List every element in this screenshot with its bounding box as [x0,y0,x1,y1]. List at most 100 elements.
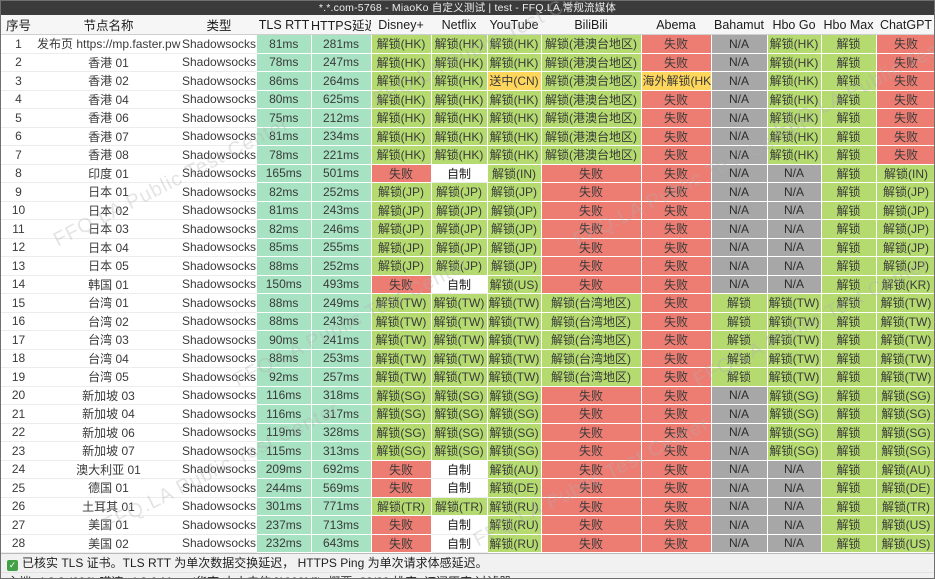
cell-abema: 失败 [641,182,712,202]
cell-abema: 失败 [641,219,712,239]
cell-hbo-max: 解锁 [821,515,877,535]
cell-type: Shadowsocks [181,275,257,294]
cell-tls-rtt: 78ms [257,145,312,165]
cell-bilibili: 失败 [541,182,642,202]
cell-netflix: 解锁(HK) [431,34,488,54]
cell-disney: 解锁(TW) [371,312,432,331]
cell-hbo-go: N/A [767,164,822,183]
cell-hbo-go: N/A [767,275,822,294]
cell-chatgpt: 失败 [876,53,934,72]
cell-type: Shadowsocks [181,34,257,54]
cell-no: 8 [1,164,36,183]
cell-tls-rtt: 165ms [257,164,312,183]
cell-youtube: 解锁(SG) [487,404,542,424]
cell-netflix: 解锁(TW) [431,293,488,313]
cell-abema: 失败 [641,127,712,146]
cell-tls-rtt: 78ms [257,53,312,72]
cell-chatgpt: 失败 [876,145,934,165]
cell-disney: 失败 [371,164,432,183]
cell-no: 19 [1,367,36,387]
col-header-abema: Abema [641,15,711,35]
cell-bilibili: 失败 [541,164,642,183]
cell-type: Shadowsocks [181,534,257,553]
col-header-netflix: Netflix [431,15,487,35]
footer-backend-info: 主端=4.3.3 (696) 喵速=4.3.6-Meta (华南-中山电信 [1… [1,572,934,578]
cell-bilibili: 解锁(港澳台地区) [541,108,642,128]
cell-hbo-max: 解锁 [821,460,877,479]
cell-no: 25 [1,478,36,498]
cell-hbo-max: 解锁 [821,182,877,202]
cell-netflix: 解锁(TW) [431,312,488,331]
cell-bahamut: N/A [711,53,768,72]
cell-hbo-go: 解锁(SG) [767,423,822,442]
cell-bilibili: 解锁(台湾地区) [541,312,642,331]
cell-https-ping: 255ms [311,238,372,257]
cell-netflix: 自制 [431,478,488,498]
cell-disney: 失败 [371,275,432,294]
col-header-name: 节点名称 [36,15,181,35]
col-header-type: 类型 [181,15,257,35]
cell-name: 日本 01 [36,182,181,202]
cell-https-ping: 313ms [311,441,372,461]
cell-abema: 失败 [641,238,712,257]
cell-name: 香港 01 [36,53,181,72]
cell-youtube: 解锁(JP) [487,256,542,276]
cell-type: Shadowsocks [181,182,257,202]
cell-netflix: 解锁(HK) [431,90,488,109]
cell-disney: 解锁(JP) [371,238,432,257]
cell-bahamut: N/A [711,275,768,294]
cell-chatgpt: 解锁(US) [876,515,934,535]
cell-no: 21 [1,404,36,424]
cell-youtube: 解锁(TW) [487,349,542,368]
cell-type: Shadowsocks [181,201,257,220]
cell-name: 台湾 02 [36,312,181,331]
cell-type: Shadowsocks [181,404,257,424]
cell-disney: 解锁(SG) [371,404,432,424]
cell-no: 12 [1,238,36,257]
cell-tls-rtt: 80ms [257,90,312,109]
cell-type: Shadowsocks [181,238,257,257]
cell-abema: 海外解锁(HK) [641,71,712,91]
cell-type: Shadowsocks [181,90,257,109]
cell-abema: 失败 [641,108,712,128]
cell-no: 14 [1,275,36,294]
cell-chatgpt: 解锁(TR) [876,497,934,516]
table-row: 23 新加坡 07 Shadowsocks 115ms 313ms 解锁(SG) 解锁(SG… [1,441,934,461]
cell-bilibili: 解锁(台湾地区) [541,349,642,368]
cell-hbo-max: 解锁 [821,441,877,461]
cell-hbo-max: 解锁 [821,90,877,109]
cell-hbo-go: N/A [767,460,822,479]
cell-bilibili: 失败 [541,497,642,516]
cell-hbo-go: N/A [767,534,822,553]
cell-type: Shadowsocks [181,164,257,183]
footer-tls-note-text: 已核实 TLS 证书。TLS RTT 为单次数据交换延迟， HTTPS Ping… [22,556,488,570]
cell-hbo-go: N/A [767,238,822,257]
cell-name: 日本 04 [36,238,181,257]
cell-no: 26 [1,497,36,516]
cell-https-ping: 625ms [311,90,372,109]
cell-hbo-max: 解锁 [821,349,877,368]
cell-netflix: 自制 [431,275,488,294]
cell-netflix: 解锁(SG) [431,423,488,442]
table-row: 10 日本 02 Shadowsocks 81ms 243ms 解锁(JP) 解锁(JP) 解… [1,201,934,220]
cell-hbo-go: 解锁(TW) [767,312,822,331]
cell-hbo-go: 解锁(HK) [767,145,822,165]
col-header-bilibili: BiliBili [541,15,641,35]
cell-tls-rtt: 88ms [257,349,312,368]
cell-disney: 失败 [371,534,432,553]
cell-no: 15 [1,293,36,313]
cell-hbo-go: N/A [767,497,822,516]
table-row: 20 新加坡 03 Shadowsocks 116ms 318ms 解锁(SG) 解锁(SG… [1,386,934,405]
cell-name: 土耳其 01 [36,497,181,516]
cell-hbo-go: 解锁(SG) [767,386,822,405]
cell-bilibili: 解锁(港澳台地区) [541,34,642,54]
cell-no: 24 [1,460,36,479]
cell-hbo-max: 解锁 [821,127,877,146]
cell-abema: 失败 [641,367,712,387]
cell-netflix: 自制 [431,164,488,183]
cell-tls-rtt: 232ms [257,534,312,553]
cell-hbo-max: 解锁 [821,256,877,276]
cell-tls-rtt: 92ms [257,367,312,387]
cell-chatgpt: 失败 [876,108,934,128]
cell-netflix: 解锁(JP) [431,201,488,220]
